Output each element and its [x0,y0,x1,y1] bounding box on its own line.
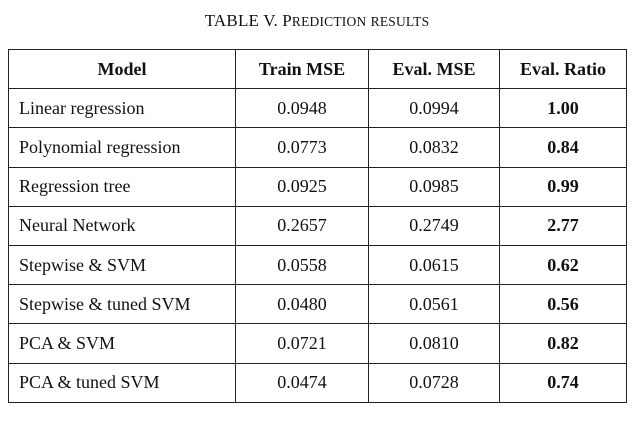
table-header: Model Train MSE Eval. MSE Eval. Ratio [8,48,627,90]
model-cell: PCA & tuned SVM [8,362,236,403]
table-caption: TABLE V. PREDICTION RESULTS [0,11,634,31]
train-mse-cell: 0.0925 [235,166,369,207]
eval-mse-cell: 0.0615 [368,244,500,286]
eval-ratio-cell: 0.74 [499,362,627,403]
header-train-mse: Train MSE [235,48,369,90]
model-cell: Regression tree [8,166,236,207]
train-mse-cell: 0.0721 [235,323,369,364]
table-row: Polynomial regression 0.0773 0.0832 0.84 [8,127,627,168]
train-mse-cell: 0.0558 [235,244,369,286]
eval-mse-cell: 0.0728 [368,362,500,403]
eval-mse-cell: 0.0832 [368,127,500,168]
prediction-results-table: Model Train MSE Eval. MSE Eval. Ratio Li… [8,48,627,403]
train-mse-cell: 0.0474 [235,362,369,403]
train-mse-cell: 0.0480 [235,284,369,325]
table-row: Linear regression 0.0948 0.0994 1.00 [8,88,627,129]
table-row: Neural Network 0.2657 0.2749 2.77 [8,205,627,246]
eval-ratio-cell: 1.00 [499,88,627,129]
eval-mse-cell: 0.2749 [368,205,500,246]
eval-ratio-cell: 0.99 [499,166,627,207]
header-model: Model [8,48,236,90]
eval-ratio-cell: 0.82 [499,323,627,364]
model-cell: Linear regression [8,88,236,129]
eval-ratio-cell: 0.62 [499,244,627,286]
caption-title-second-word: RESULTS [370,14,430,29]
model-cell: Stepwise & tuned SVM [8,284,236,325]
caption-label: TABLE V. [204,11,278,30]
eval-ratio-cell: 2.77 [499,205,627,246]
table-row: Stepwise & SVM 0.0558 0.0615 0.62 [8,244,627,286]
model-cell: Stepwise & SVM [8,244,236,286]
model-cell: Polynomial regression [8,127,236,168]
eval-mse-cell: 0.0810 [368,323,500,364]
header-row: Model Train MSE Eval. MSE Eval. Ratio [8,48,627,90]
model-cell: Neural Network [8,205,236,246]
table-row: Stepwise & tuned SVM 0.0480 0.0561 0.56 [8,284,627,325]
header-eval-mse: Eval. MSE [368,48,500,90]
table-row: PCA & tuned SVM 0.0474 0.0728 0.74 [8,362,627,403]
header-eval-ratio: Eval. Ratio [499,48,627,90]
train-mse-cell: 0.0773 [235,127,369,168]
table-body: Linear regression 0.0948 0.0994 1.00 Polynom… [8,88,627,403]
train-mse-cell: 0.2657 [235,205,369,246]
eval-mse-cell: 0.0994 [368,88,500,129]
train-mse-cell: 0.0948 [235,88,369,129]
model-cell: PCA & SVM [8,323,236,364]
eval-mse-cell: 0.0561 [368,284,500,325]
table-row: PCA & SVM 0.0721 0.0810 0.82 [8,323,627,364]
eval-mse-cell: 0.0985 [368,166,500,207]
caption-title-rest: REDICTION [291,14,367,29]
table-row: Regression tree 0.0925 0.0985 0.99 [8,166,627,207]
caption-title-initial: P [282,11,292,30]
eval-ratio-cell: 0.84 [499,127,627,168]
eval-ratio-cell: 0.56 [499,284,627,325]
